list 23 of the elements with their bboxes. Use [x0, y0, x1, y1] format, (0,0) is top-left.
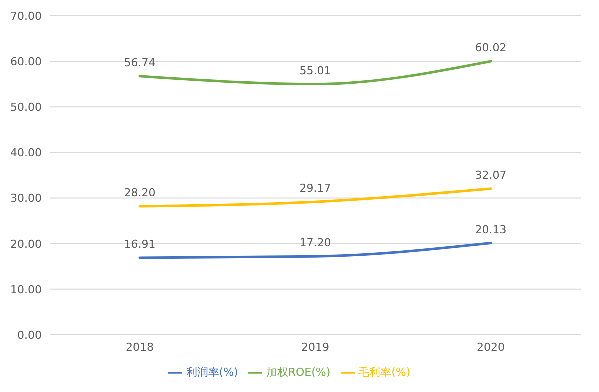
y-tick-label: 10.00: [10, 283, 42, 296]
y-tick-label: 70.00: [10, 10, 42, 23]
data-label: 17.20: [300, 236, 332, 250]
data-label: 56.74: [124, 56, 156, 70]
data-label: 20.13: [475, 223, 507, 236]
y-tick-label: 30.00: [10, 192, 42, 206]
legend-label: 加权ROE(%): [266, 366, 331, 379]
data-label: 55.01: [300, 64, 332, 78]
y-tick-label: 40.00: [10, 146, 42, 160]
x-tick-label: 2019: [302, 340, 330, 354]
data-label: 60.02: [475, 41, 507, 54]
data-label: 29.17: [300, 182, 332, 196]
legend-label: 利润率(%): [186, 366, 238, 379]
y-tick-label: 60.00: [10, 55, 42, 68]
legend-label: 毛利率(%): [358, 366, 411, 379]
y-tick-label: 0.00: [18, 328, 42, 342]
data-label: 28.20: [124, 186, 156, 200]
x-tick-label: 2018: [126, 340, 154, 354]
x-tick-label: 2020: [477, 340, 505, 354]
y-tick-label: 20.00: [10, 238, 42, 251]
data-label: 16.91: [124, 238, 156, 251]
y-tick-label: 50.00: [10, 101, 42, 114]
data-label: 32.07: [475, 168, 507, 182]
